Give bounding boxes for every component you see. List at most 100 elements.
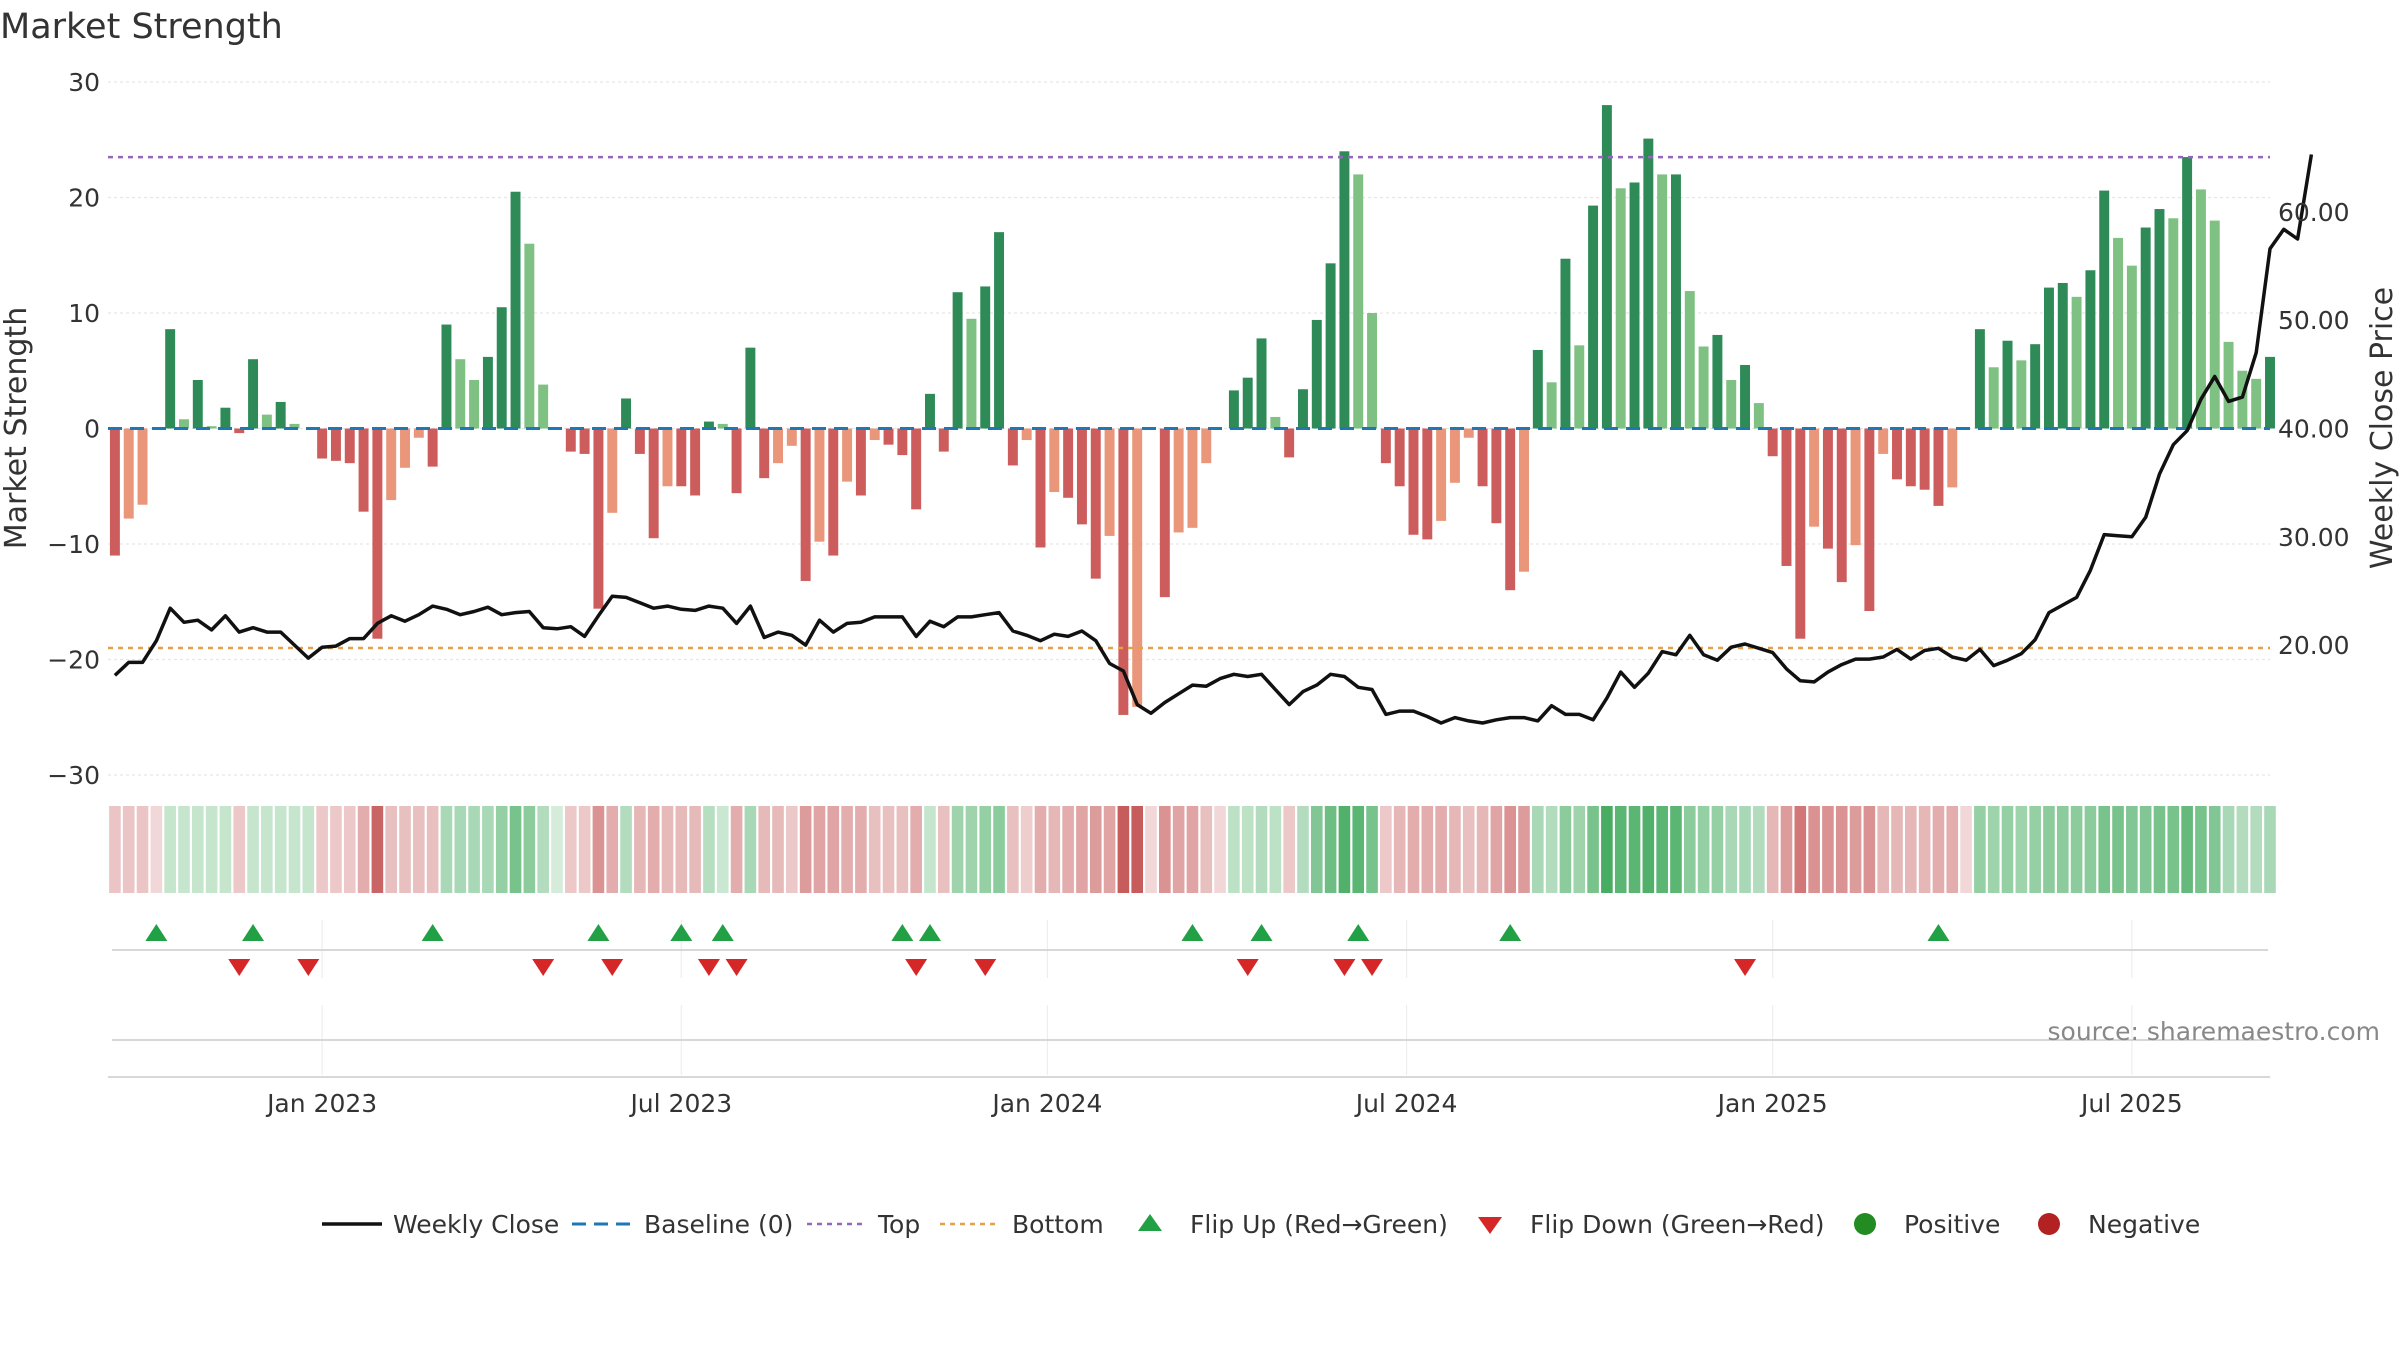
- chart-title: Market Strength: [0, 7, 283, 47]
- negative-bar: [579, 428, 590, 454]
- heat-cell-negative: [1186, 806, 1199, 893]
- heat-cell-positive: [1366, 806, 1378, 893]
- weekly-close-series: [113, 154, 2314, 725]
- heat-cell-positive: [178, 806, 190, 893]
- flip-down-marker: [697, 959, 720, 976]
- heat-cell-negative: [1007, 806, 1019, 893]
- heat-cell-negative: [1380, 806, 1392, 893]
- positive-bar: [2057, 282, 2068, 429]
- heat-cell-negative: [578, 806, 591, 893]
- positive-bar: [1740, 364, 1751, 429]
- heat-cell-negative: [910, 806, 922, 893]
- heat-cell-positive: [274, 806, 287, 893]
- heat-cell-negative: [1794, 806, 1807, 893]
- negative-bar: [1767, 428, 1778, 457]
- heat-cell-positive: [1352, 806, 1365, 893]
- positive-bar: [248, 359, 259, 429]
- negative-bar: [759, 428, 770, 479]
- heat-cell-positive: [951, 806, 964, 893]
- heat-cell-positive: [2001, 806, 2014, 893]
- positive-bar: [925, 393, 935, 429]
- heat-cell-positive: [744, 806, 757, 893]
- heat-cell-positive: [2112, 806, 2124, 893]
- positive-bar: [2182, 157, 2193, 429]
- negative-bar: [1090, 428, 1101, 579]
- positive-bar: [165, 329, 176, 429]
- negative-bar: [400, 428, 410, 468]
- heat-cell-positive: [1545, 806, 1558, 893]
- heat-cell-negative: [1932, 806, 1945, 893]
- heat-cell-positive: [482, 806, 494, 893]
- heat-cell-positive: [2167, 806, 2180, 893]
- heat-cell-negative: [1891, 806, 1903, 893]
- positive-bar: [275, 401, 286, 429]
- negative-bar: [1477, 428, 1488, 487]
- heat-cell-positive: [247, 806, 259, 893]
- heat-cell-negative: [841, 806, 853, 893]
- legend-label: Flip Up (Red→Green): [1190, 1210, 1448, 1239]
- heat-cell-positive: [993, 806, 1005, 893]
- negative-bar: [1394, 428, 1405, 487]
- heat-cell-negative: [1200, 806, 1213, 893]
- heat-cell-positive: [1310, 806, 1323, 893]
- negative-bar: [1850, 428, 1861, 546]
- negative-bar: [897, 428, 908, 456]
- heat-cell-negative: [868, 806, 881, 893]
- legend: Weekly Close Baseline (0) Top Bottom Flip Up…: [322, 1210, 2200, 1239]
- negative-bar: [607, 428, 618, 513]
- negative-bar: [676, 428, 687, 487]
- heat-cell-negative: [343, 806, 356, 893]
- heat-cell-negative: [730, 806, 743, 893]
- weekly-close-line: [113, 154, 2314, 725]
- positive-bar: [1988, 367, 1999, 429]
- heat-cell-negative: [786, 806, 798, 893]
- heat-cell-negative: [1863, 806, 1876, 893]
- x-tick-label: Jul 2025: [2079, 1089, 2183, 1118]
- heat-cell-positive: [551, 806, 563, 893]
- flip-up-marker: [1181, 924, 1204, 941]
- negative-bar: [413, 428, 424, 438]
- heat-cell-negative: [1117, 806, 1130, 893]
- negative-bar: [1187, 428, 1198, 528]
- negative-bar: [842, 428, 853, 482]
- heat-cell-negative: [1960, 806, 1972, 893]
- heat-cell-positive: [2084, 806, 2097, 893]
- heat-cell-negative: [330, 806, 342, 893]
- flip-down-marker: [974, 959, 997, 976]
- negative-bar: [137, 428, 148, 505]
- negative-bar: [372, 428, 383, 639]
- positive-bar: [1353, 174, 1364, 429]
- legend-swatch-flip-up: [1138, 1214, 1162, 1231]
- heat-cell-positive: [2236, 806, 2249, 893]
- positive-bar: [524, 243, 535, 429]
- flip-up-marker: [1347, 924, 1370, 941]
- flip-up-marker: [1927, 924, 1950, 941]
- negative-bar: [1422, 428, 1433, 540]
- heat-cell-negative: [813, 806, 826, 893]
- right-tick-label: 50.00: [2278, 306, 2350, 335]
- positive-bar: [980, 286, 991, 429]
- heat-cell-positive: [1670, 806, 1682, 893]
- positive-bar: [220, 407, 231, 429]
- heat-cell-positive: [302, 806, 315, 893]
- negative-bar: [1919, 428, 1930, 490]
- heat-cell-positive: [1739, 806, 1751, 893]
- heat-cell-positive: [716, 806, 729, 893]
- heat-cell-positive: [1683, 806, 1696, 893]
- left-tick-label: 20: [68, 184, 100, 213]
- negative-bar: [814, 428, 825, 542]
- negative-bar: [1021, 428, 1032, 441]
- heat-cell-negative: [689, 806, 701, 893]
- positive-bar: [289, 423, 300, 429]
- negative-bar: [731, 428, 742, 494]
- heat-cell-negative: [426, 806, 439, 893]
- heat-cell-negative: [233, 806, 246, 893]
- negative-bar: [344, 428, 355, 464]
- positive-bar: [1242, 377, 1253, 429]
- positive-bar: [2016, 360, 2027, 429]
- heat-cell-positive: [1324, 806, 1337, 893]
- heat-cell-negative: [1020, 806, 1033, 893]
- heat-cell-positive: [965, 806, 978, 893]
- heat-cell-negative: [1048, 806, 1061, 893]
- negative-bar: [1049, 428, 1060, 493]
